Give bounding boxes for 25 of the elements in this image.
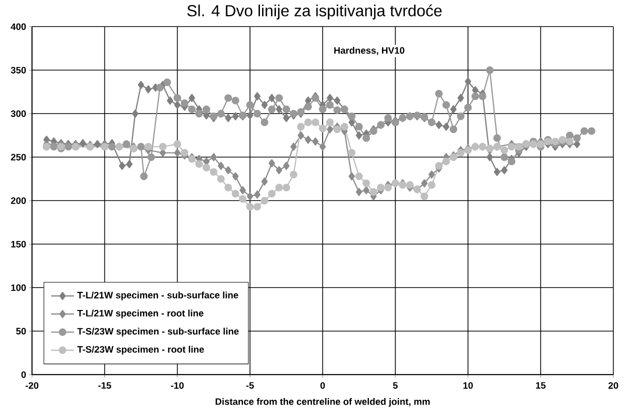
x-tick-label: -15 bbox=[98, 382, 112, 389]
x-axis-title: Distance from the centreline of welded joint, mm bbox=[216, 398, 430, 407]
y-tick-label: 200 bbox=[10, 198, 26, 204]
legend-label: T-S/23W specimen - sub-surface line bbox=[77, 328, 239, 337]
y-tick-label: 250 bbox=[10, 154, 26, 161]
y-tick-label: 0 bbox=[21, 372, 26, 378]
x-tick-label: -20 bbox=[26, 382, 38, 389]
annotation: Hardness, HV10 bbox=[334, 47, 404, 56]
x-tick-label: 0 bbox=[320, 382, 325, 389]
legend-label: T-S/23W specimen - root line bbox=[77, 346, 204, 355]
x-tick-label: -10 bbox=[170, 382, 184, 389]
x-tick-label: 20 bbox=[608, 382, 618, 389]
y-tick-label: 400 bbox=[10, 24, 26, 30]
legend-label: T-L/21W specimen - root line bbox=[77, 310, 204, 319]
y-tick-label: 350 bbox=[10, 67, 26, 74]
y-tick-label: 300 bbox=[10, 110, 26, 118]
legend-label: T-L/21W specimen - sub-surface line bbox=[77, 292, 238, 300]
y-tick-label: 50 bbox=[16, 328, 26, 335]
x-tick-label: 5 bbox=[393, 382, 398, 389]
x-tick-label: 15 bbox=[536, 382, 546, 389]
x-tick-label: 10 bbox=[463, 382, 473, 389]
y-tick-label: 100 bbox=[11, 284, 26, 292]
x-tick-label: -5 bbox=[246, 382, 254, 389]
chart-title: Sl. 4 Dvo linije za ispitivanja tvrdoće bbox=[187, 4, 442, 20]
y-tick-label: 150 bbox=[11, 241, 26, 248]
